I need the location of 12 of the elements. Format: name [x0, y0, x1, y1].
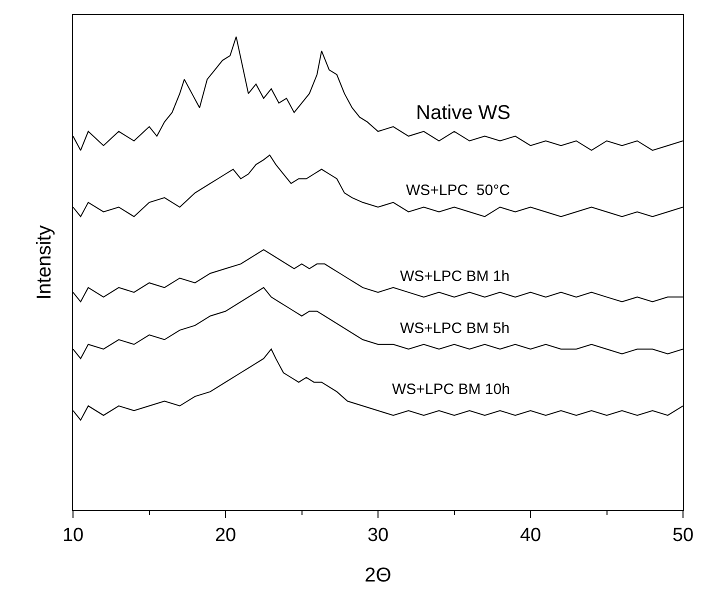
series-label: WS+LPC BM 5h [400, 320, 510, 337]
series-label: WS+LPC 50°C [406, 182, 510, 199]
series-label: WS+LPC BM 1h [400, 268, 510, 285]
x-tick-label: 30 [367, 524, 389, 546]
x-tick-label: 10 [62, 524, 84, 546]
series-label: WS+LPC BM 10h [392, 381, 510, 398]
x-tick-label: 40 [520, 524, 542, 546]
x-axis-title: 2Θ [364, 564, 392, 586]
x-tick-label: 50 [672, 524, 694, 546]
x-tick-label: 20 [214, 524, 236, 546]
series-label: Native WS [416, 102, 510, 124]
y-axis-title: Intensity [33, 225, 56, 300]
